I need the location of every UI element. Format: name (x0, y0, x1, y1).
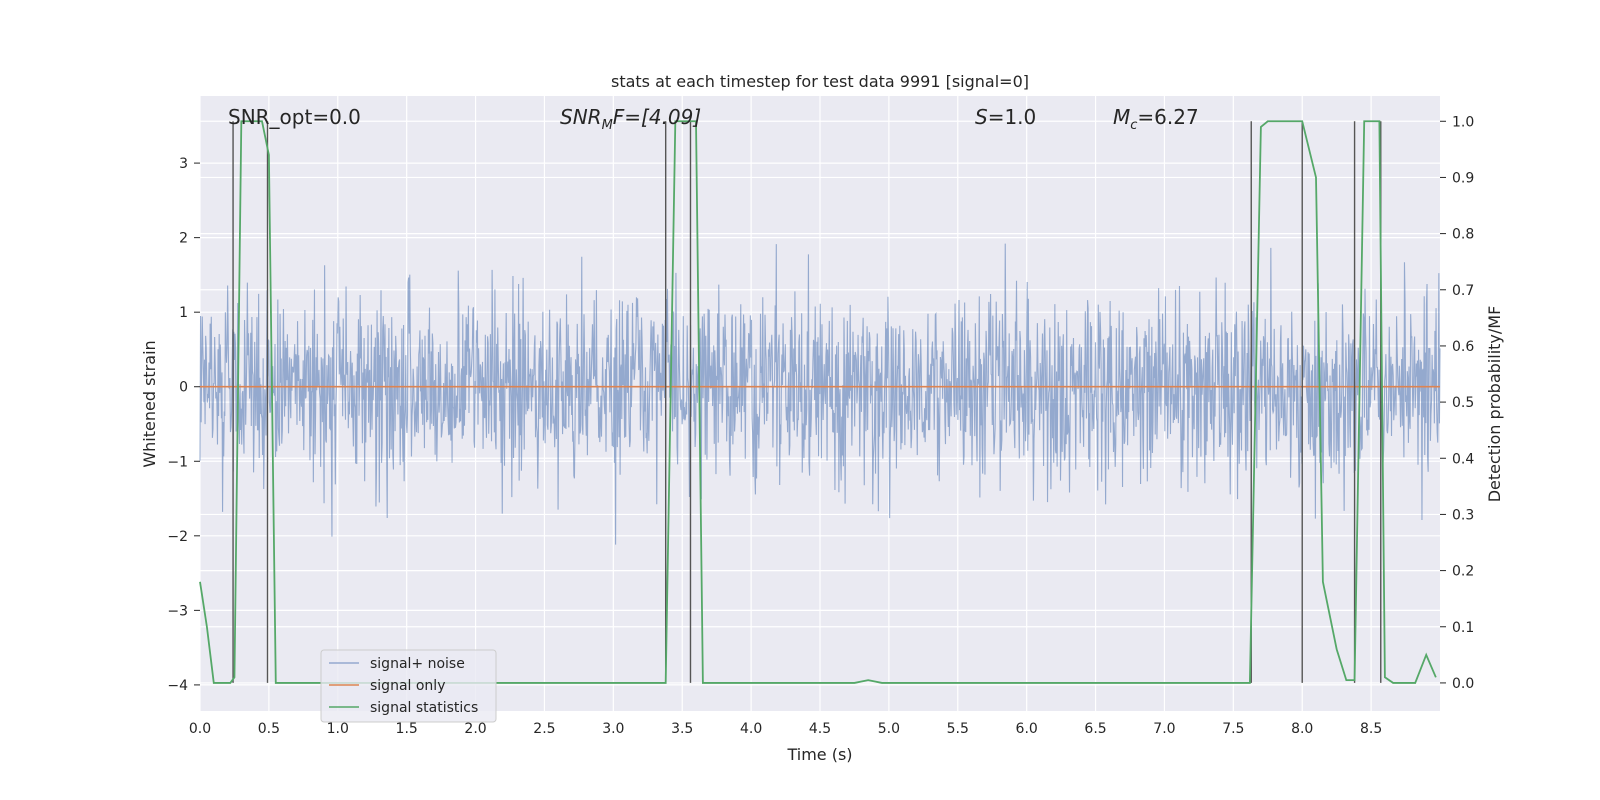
y-right-tick-label: 0.8 (1452, 227, 1474, 243)
y-right-tick-label: 1.0 (1452, 114, 1474, 130)
x-tick-label: 5.5 (947, 721, 969, 737)
x-axis-label: Time (s) (786, 745, 852, 764)
x-tick-label: 2.0 (464, 721, 486, 737)
y-right-tick-label: 0.6 (1452, 339, 1474, 355)
y-right-tick-label: 0.2 (1452, 564, 1474, 580)
annotation-snr-opt: SNR_opt=0.0 (228, 105, 361, 129)
series-signal-noise (199, 243, 1441, 545)
x-tick-label: 0.5 (258, 721, 280, 737)
y-left-tick-label: −2 (167, 529, 188, 545)
annotation-mc-sub: c (1130, 118, 1137, 133)
annotation-mc-value: =6.27 (1137, 105, 1198, 129)
y-right-tick-label: 0.4 (1452, 451, 1474, 467)
annotation-snr-mf: SNRMF=[4.09] (560, 105, 701, 133)
annotation-mc-symbol: M (1113, 105, 1130, 129)
y-left-tick-label: 2 (179, 231, 188, 247)
y-left-axis-label: Whitened strain (140, 340, 159, 467)
x-tick-label: 7.5 (1222, 721, 1244, 737)
annotation-snr-mf-tail: F=[4.09] (613, 105, 701, 129)
legend-label-signal-noise: signal+ noise (370, 656, 465, 672)
x-tick-label: 2.5 (533, 721, 555, 737)
y-right-tick-label: 0.0 (1452, 676, 1474, 692)
annotation-mc: Mc=6.27 (1113, 105, 1199, 133)
x-tick-label: 1.0 (327, 721, 349, 737)
x-tick-label: 3.0 (602, 721, 624, 737)
x-tick-label: 3.5 (671, 721, 693, 737)
annotation-snr-mf-sub: M (602, 118, 613, 133)
x-tick-label: 4.5 (809, 721, 831, 737)
y-left-tick-label: 0 (179, 380, 188, 396)
x-tick-label: 8.5 (1360, 721, 1382, 737)
x-tick-label: 6.5 (1084, 721, 1106, 737)
legend-box (320, 649, 497, 723)
annotation-snr-mf-base: SNR (560, 105, 602, 129)
x-tick-label: 4.0 (740, 721, 762, 737)
legend-label-signal-statistics: signal statistics (370, 700, 478, 716)
signal-statistics-line (199, 120, 1437, 684)
legend-label-signal-only: signal only (370, 678, 445, 694)
series-signal-statistics (199, 120, 1437, 684)
x-tick-label: 8.0 (1291, 721, 1313, 737)
y-right-tick-label: 0.3 (1452, 507, 1474, 523)
axes: 0.0 0.5 1.0 1.5 2.0 2.5 3.0 3.5 4.0 4.5 5.0 5.5 6.0 6… (167, 114, 1474, 737)
x-tick-label: 7.0 (1153, 721, 1175, 737)
y-left-tick-label: −3 (167, 603, 188, 619)
annotation-s-symbol: S (975, 105, 988, 129)
x-tick-label: 6.0 (1016, 721, 1038, 737)
y-left-tick-label: −1 (167, 454, 188, 470)
annotation-s-value: =1.0 (988, 105, 1037, 129)
signal-noise-line (199, 243, 1441, 545)
y-left-tick-label: 1 (179, 305, 188, 321)
x-tick-label: 0.0 (189, 721, 211, 737)
x-tick-label: 5.0 (878, 721, 900, 737)
x-tick-label: 1.5 (396, 721, 418, 737)
legend: signal+ noise signal only signal statist… (320, 649, 497, 723)
y-right-tick-label: 0.1 (1452, 620, 1474, 636)
annotation-s: S=1.0 (975, 105, 1036, 129)
y-right-tick-label: 0.9 (1452, 170, 1474, 186)
y-left-tick-label: 3 (179, 156, 188, 172)
y-right-tick-label: 0.5 (1452, 395, 1474, 411)
y-right-axis-label: Detection probability/MF (1485, 306, 1504, 503)
chart-title: stats at each timestep for test data 999… (611, 72, 1029, 91)
y-right-tick-label: 0.7 (1452, 283, 1474, 299)
y-left-tick-label: −4 (167, 678, 188, 694)
